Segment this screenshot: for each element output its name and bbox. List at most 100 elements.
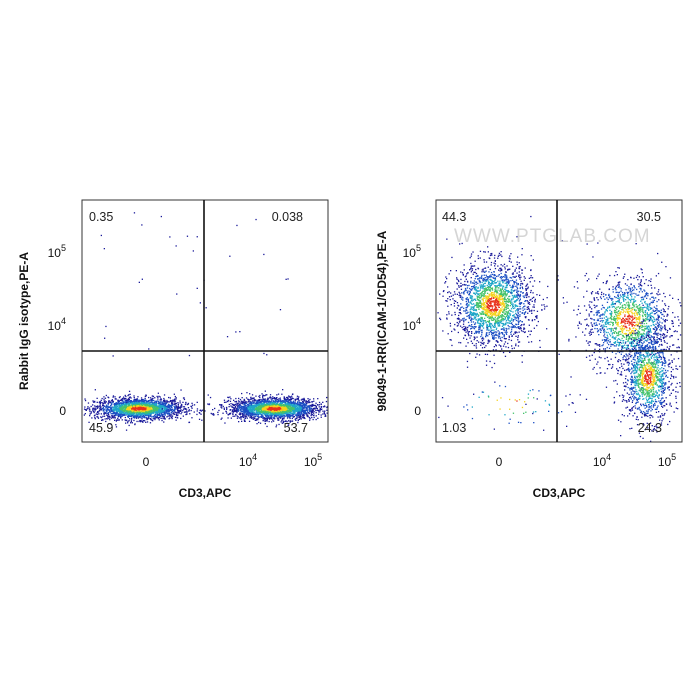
event-dot xyxy=(131,413,133,415)
event-dot xyxy=(294,409,296,412)
event-dot xyxy=(154,417,156,420)
event-dot xyxy=(147,411,149,413)
event-dot xyxy=(247,406,249,408)
event-dot xyxy=(268,414,270,416)
event-dot xyxy=(123,398,125,400)
event-dot xyxy=(310,413,312,415)
event-dot xyxy=(237,400,240,402)
event-dot xyxy=(493,257,496,259)
event-dot xyxy=(296,414,298,417)
event-dot xyxy=(254,419,256,421)
event-dot xyxy=(171,402,173,404)
event-dot xyxy=(462,319,465,321)
event-dot xyxy=(92,407,94,409)
event-dot xyxy=(241,401,244,403)
event-dot xyxy=(485,261,488,263)
event-dot xyxy=(167,405,169,407)
event-dot xyxy=(269,405,271,408)
event-dot xyxy=(243,412,245,414)
event-dot xyxy=(523,306,525,308)
event-dot xyxy=(144,403,146,405)
event-dot xyxy=(290,409,292,411)
event-dot xyxy=(530,275,532,277)
event-dot xyxy=(169,236,171,238)
event-dot xyxy=(137,414,140,416)
event-dot xyxy=(236,417,239,419)
event-dot xyxy=(142,414,144,417)
y-tick-label: 105 xyxy=(48,243,66,260)
event-dot xyxy=(288,414,290,417)
event-dot xyxy=(143,411,146,413)
event-dot xyxy=(103,248,105,250)
event-dot xyxy=(274,414,276,417)
event-dot xyxy=(150,401,152,403)
event-dot xyxy=(251,405,253,407)
event-dot xyxy=(320,408,322,411)
event-dot xyxy=(279,414,281,416)
event-dot xyxy=(98,406,100,408)
event-dot xyxy=(265,410,267,412)
event-dot xyxy=(259,407,261,410)
event-dot xyxy=(204,410,206,412)
event-dot xyxy=(303,407,306,409)
event-dot xyxy=(103,396,105,398)
event-dot xyxy=(301,412,303,415)
event-dot xyxy=(220,405,223,407)
event-dot xyxy=(122,397,124,400)
event-dot xyxy=(259,406,261,408)
event-dot xyxy=(255,419,258,421)
event-dot xyxy=(279,417,282,419)
event-dot xyxy=(171,406,173,409)
event-dot xyxy=(131,409,133,411)
event-dot xyxy=(293,406,296,408)
event-dot xyxy=(164,411,166,414)
event-dot xyxy=(258,395,260,398)
event-dot xyxy=(295,410,297,412)
event-dot xyxy=(294,407,296,409)
event-dot xyxy=(176,412,178,414)
event-dot xyxy=(132,401,134,403)
event-dot xyxy=(139,410,142,412)
event-dot xyxy=(280,401,282,404)
event-dot xyxy=(124,403,126,406)
event-dot xyxy=(149,413,151,415)
event-dot xyxy=(121,410,124,413)
event-dot xyxy=(171,417,173,420)
event-dot xyxy=(261,393,263,395)
event-dot xyxy=(505,315,508,317)
event-dot xyxy=(132,406,134,408)
event-dot xyxy=(231,411,233,413)
event-dot xyxy=(291,415,293,417)
event-dot xyxy=(184,411,186,413)
event-dot xyxy=(305,406,308,409)
event-dot xyxy=(487,246,489,248)
event-dot xyxy=(296,403,298,405)
event-dot xyxy=(223,408,225,410)
event-dot xyxy=(160,413,163,415)
event-dot xyxy=(105,394,107,397)
event-dot xyxy=(278,404,280,406)
event-dot xyxy=(319,408,321,410)
event-dot xyxy=(124,413,126,415)
event-dot xyxy=(96,406,99,408)
event-dot xyxy=(187,407,190,409)
event-dot xyxy=(284,407,286,410)
event-dot xyxy=(96,407,99,409)
event-dot xyxy=(303,415,305,417)
event-dot xyxy=(318,411,320,413)
event-dot xyxy=(304,410,306,412)
event-dot xyxy=(260,408,263,410)
event-dot xyxy=(125,410,127,412)
event-dot xyxy=(109,416,111,419)
event-dot xyxy=(314,405,316,407)
event-dot xyxy=(140,421,142,423)
event-dot xyxy=(467,326,469,329)
event-dot xyxy=(257,406,259,408)
event-dot xyxy=(272,401,274,403)
event-dot xyxy=(186,403,188,406)
event-dot xyxy=(157,392,159,394)
event-dot xyxy=(278,410,280,413)
event-dot xyxy=(157,401,160,403)
event-dot xyxy=(473,344,475,347)
event-dot xyxy=(527,287,529,290)
